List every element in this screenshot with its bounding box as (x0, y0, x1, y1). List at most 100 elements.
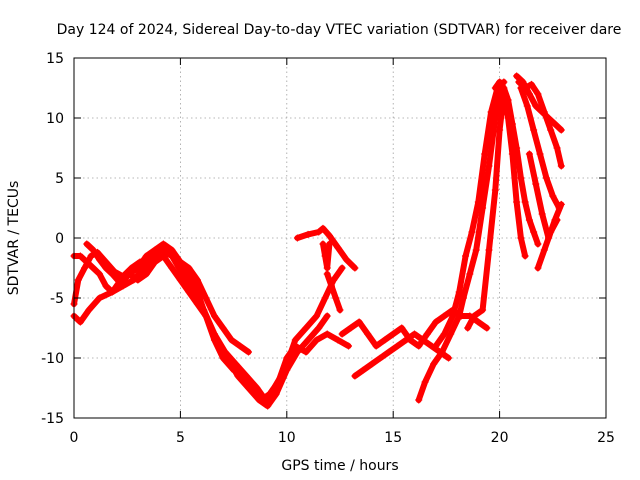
data-point (351, 264, 359, 272)
data-point (479, 204, 487, 212)
data-point (557, 200, 565, 208)
series-track-l (464, 90, 529, 332)
data-point (513, 198, 521, 206)
data-point (381, 336, 389, 344)
data-point (549, 192, 557, 200)
data-point (547, 228, 555, 236)
data-point (147, 256, 155, 264)
data-point (142, 252, 150, 260)
data-point (415, 396, 423, 404)
data-point (244, 348, 252, 356)
data-point (168, 246, 176, 254)
data-point (232, 360, 240, 368)
axis-ticks: 0 5 10 15 20 25 -15 -10 -5 0 5 10 15 (41, 51, 615, 446)
data-point (272, 390, 280, 398)
data-point (193, 300, 201, 308)
x-axis-label: GPS time / hours (281, 458, 398, 474)
data-point (528, 80, 536, 88)
data-point (315, 228, 323, 236)
data-point (240, 372, 248, 380)
series-track-m (491, 78, 542, 248)
data-point (485, 246, 493, 254)
data-point (168, 264, 176, 272)
data-point (140, 264, 148, 272)
data-point (304, 230, 312, 238)
data-point (432, 342, 440, 350)
data-point (517, 234, 525, 242)
data-point (257, 396, 265, 404)
data-point (266, 390, 274, 398)
data-point (134, 264, 142, 272)
data-point (159, 252, 167, 260)
data-point (553, 216, 561, 224)
chart-title: Day 124 of 2024, Sidereal Day-to-day VTE… (57, 22, 622, 38)
y-tick-label: -10 (41, 351, 64, 367)
data-point (117, 280, 125, 288)
data-point (455, 312, 463, 320)
data-point (304, 336, 312, 344)
x-tick-label: 0 (70, 430, 79, 446)
data-point (323, 264, 331, 272)
data-point (513, 144, 521, 152)
data-point (327, 282, 335, 290)
data-point (368, 360, 376, 368)
data-point (525, 150, 533, 158)
data-point (87, 252, 95, 260)
data-point (125, 270, 133, 278)
data-point (525, 216, 533, 224)
data-point (410, 330, 418, 338)
series-track-g (323, 270, 344, 314)
data-point (338, 264, 346, 272)
data-point (445, 354, 453, 362)
data-point (89, 246, 97, 254)
data-point (332, 294, 340, 302)
data-point (176, 258, 184, 266)
data-point (421, 378, 429, 386)
data-point (483, 324, 491, 332)
data-point (96, 294, 104, 302)
data-point (76, 318, 84, 326)
data-point (517, 174, 525, 182)
data-point (102, 282, 110, 290)
data-point (227, 336, 235, 344)
data-point (151, 246, 159, 254)
data-point (364, 330, 372, 338)
data-point (313, 336, 321, 344)
data-point (338, 330, 346, 338)
data-point (319, 224, 327, 232)
data-point (319, 240, 327, 248)
data-point (557, 126, 565, 134)
data-point (513, 72, 521, 80)
data-point (291, 342, 299, 350)
data-point (210, 312, 218, 320)
data-point (557, 162, 565, 170)
data-point (302, 324, 310, 332)
series-track-o (515, 78, 565, 170)
data-point (236, 342, 244, 350)
data-point (321, 294, 329, 302)
data-point (479, 306, 487, 314)
data-point (530, 228, 538, 236)
data-point (538, 210, 546, 218)
data-point (455, 288, 463, 296)
data-point (415, 342, 423, 350)
data-point (438, 348, 446, 356)
data-point (542, 174, 550, 182)
data-point (468, 228, 476, 236)
data-point (85, 306, 93, 314)
data-point (472, 246, 480, 254)
data-point (402, 336, 410, 344)
data-point (325, 232, 333, 240)
data-point (393, 342, 401, 350)
data-point (96, 270, 104, 278)
data-point (83, 258, 91, 266)
data-point (321, 252, 329, 260)
data-point (487, 108, 495, 116)
data-point (470, 312, 478, 320)
data-point (459, 294, 467, 302)
data-point (508, 120, 516, 128)
data-point (151, 258, 159, 266)
data-point (474, 198, 482, 206)
data-point (334, 244, 342, 252)
